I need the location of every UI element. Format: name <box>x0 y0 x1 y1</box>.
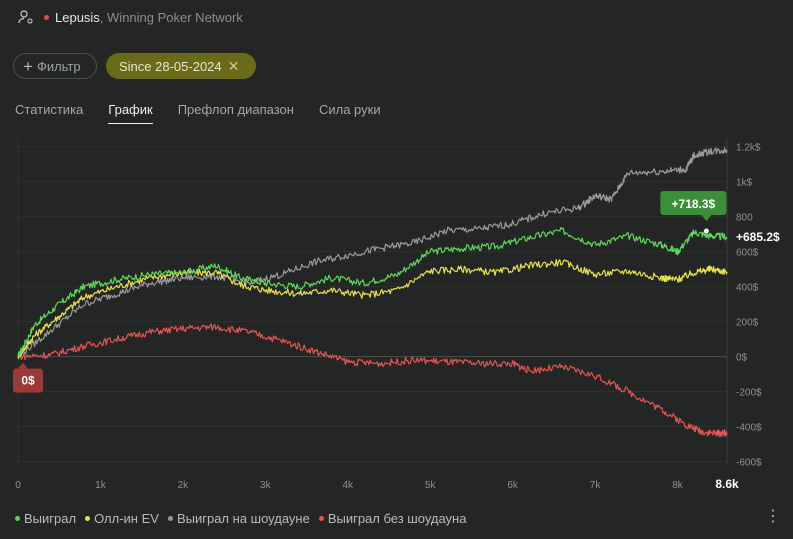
tab-graph[interactable]: График <box>108 102 153 124</box>
profit-chart[interactable]: 1.2k$ 1k$ 800 600$ 400$ 200$ 0$ -200$ -400$ -600$… <box>0 130 793 500</box>
more-vertical-icon[interactable]: ⋮ <box>765 508 781 525</box>
header: Lepusis , Winning Poker Network <box>18 8 243 26</box>
tab-statistics[interactable]: Статистика <box>15 102 84 117</box>
legend-item-showdown[interactable]: Выиграл на шоудауне <box>167 511 310 526</box>
start-label-box <box>13 368 43 393</box>
y-tick-label: -200$ <box>736 388 762 399</box>
filter-label: Фильтр <box>36 58 81 74</box>
x-tick-label: 8k <box>672 480 684 491</box>
legend-label: Выиграл на шоудауне <box>176 511 310 526</box>
x-tick-label: 7k <box>590 480 602 491</box>
chart-legend: Выиграл Олл-ин EV Выиграл на шоудауне Вы… <box>15 511 475 526</box>
x-tick-label: 6k <box>507 480 519 491</box>
status-dot <box>44 14 49 20</box>
x-tick-label: 3k <box>260 480 272 491</box>
date-filter-chip[interactable]: Since 28-05-2024 ✕ <box>106 53 256 79</box>
filter-bar: + Фильтр Since 28-05-2024 ✕ <box>13 53 256 79</box>
legend-dot <box>15 516 20 521</box>
y-tick-label: 200$ <box>736 318 759 329</box>
x-tick-label: 1k <box>95 480 107 491</box>
close-icon[interactable]: ✕ <box>227 57 240 74</box>
network-name: , Winning Poker Network <box>99 9 243 25</box>
tab-bar: Статистика График Префлоп диапазон Сила … <box>15 102 406 124</box>
tab-preflop-range[interactable]: Префлоп диапазон <box>177 102 294 117</box>
y-tick-label: -600$ <box>736 458 762 469</box>
legend-dot <box>318 516 324 521</box>
legend-item-non-showdown[interactable]: Выиграл без шоудауна <box>318 511 467 526</box>
tab-hand-strength[interactable]: Сила руки <box>318 102 381 117</box>
y-tick-label: 800 <box>736 213 753 224</box>
y-tick-label: 1k$ <box>736 178 753 189</box>
legend-item-allin-ev[interactable]: Олл-ин EV <box>85 511 159 526</box>
player-settings-icon[interactable] <box>18 9 34 25</box>
y-tick-label: 1.2k$ <box>736 143 761 154</box>
series-line <box>17 259 728 360</box>
add-filter-button[interactable]: + Фильтр <box>13 53 97 79</box>
player-name: Lepusis <box>55 9 100 25</box>
legend-dot <box>167 516 173 521</box>
y-tick-label: 600$ <box>736 248 759 259</box>
legend-item-won[interactable]: Выиграл <box>15 511 76 526</box>
series-line <box>17 323 728 438</box>
y-tick-label: 0$ <box>736 353 748 364</box>
legend-label: Выиграл без шоудауна <box>327 511 467 526</box>
start-label-arrow <box>18 362 28 369</box>
start-label: 0$ <box>21 374 35 388</box>
tooltip-arrow <box>701 215 712 222</box>
y-tick-label: 400$ <box>736 283 759 294</box>
series-line <box>18 147 728 358</box>
legend-label: Выиграл <box>24 511 77 526</box>
tooltip-label: +718.3$ <box>672 197 716 211</box>
x-tick-label: 4k <box>342 480 354 491</box>
x-end-label: 8.6k <box>715 477 739 491</box>
x-tick-label: 0 <box>15 480 21 491</box>
hover-point <box>703 228 709 234</box>
x-tick-label: 5k <box>425 480 437 491</box>
plus-icon: + <box>23 56 33 76</box>
final-value-label: +685.2$ <box>736 230 780 244</box>
legend-dot <box>85 516 91 521</box>
series-line <box>17 226 728 357</box>
y-tick-label: -400$ <box>736 423 762 434</box>
x-tick-label: 2k <box>178 480 190 491</box>
legend-label: Олл-ин EV <box>94 511 159 526</box>
tooltip-box <box>660 191 727 216</box>
date-filter-label: Since 28-05-2024 <box>119 58 222 74</box>
